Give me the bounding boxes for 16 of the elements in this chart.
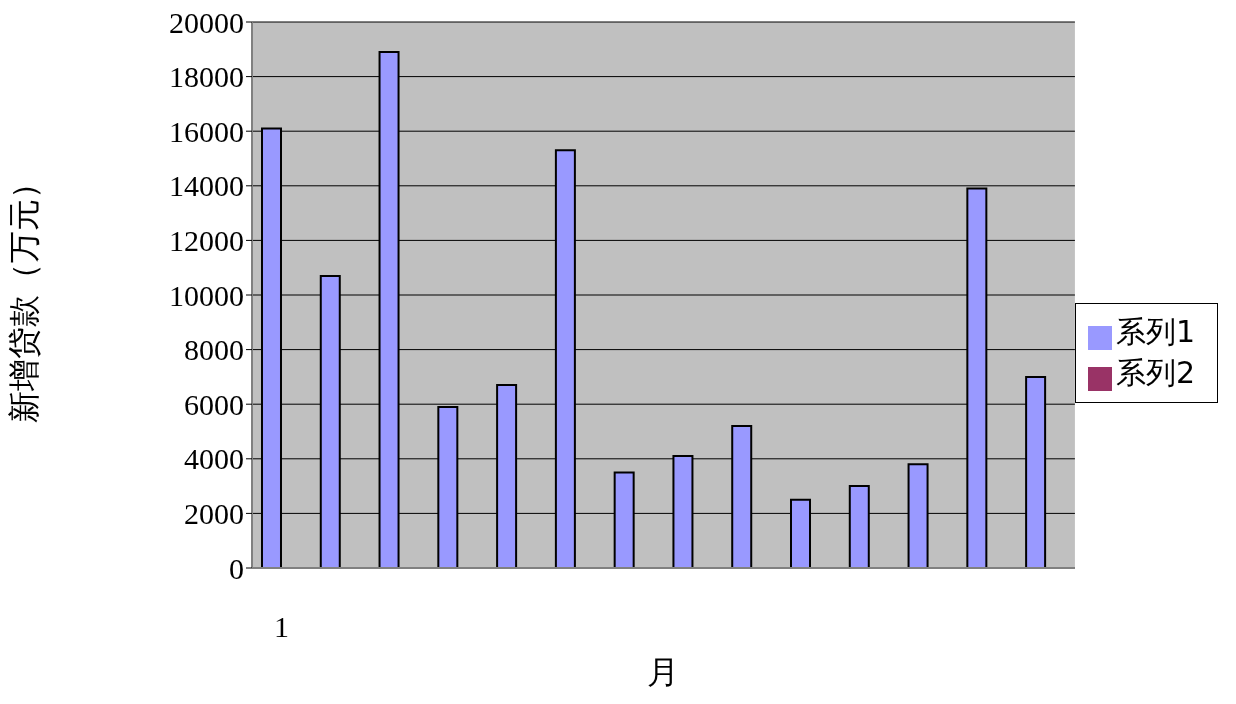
- x-tick-label: 1: [273, 610, 289, 644]
- x-axis-title: 月: [647, 654, 680, 690]
- y-tick-label: 14000: [169, 169, 244, 203]
- y-tick-label: 16000: [169, 114, 244, 148]
- y-tick-label: 8000: [184, 333, 244, 367]
- y-tick-label: 12000: [169, 224, 244, 258]
- y-tick-label: 0: [229, 551, 244, 585]
- legend-label: 系列1: [1115, 314, 1195, 349]
- legend-label: 系列2: [1115, 355, 1195, 390]
- y-tick-label: 18000: [169, 60, 244, 94]
- y-tick-label: 2000: [184, 497, 244, 531]
- y-tick-label: 6000: [184, 387, 244, 421]
- y-tick-label: 20000: [169, 5, 244, 39]
- y-axis-title: 新增贷款（万元）: [6, 167, 43, 423]
- y-tick-label: 4000: [184, 442, 244, 476]
- y-tick-label: 10000: [169, 278, 244, 312]
